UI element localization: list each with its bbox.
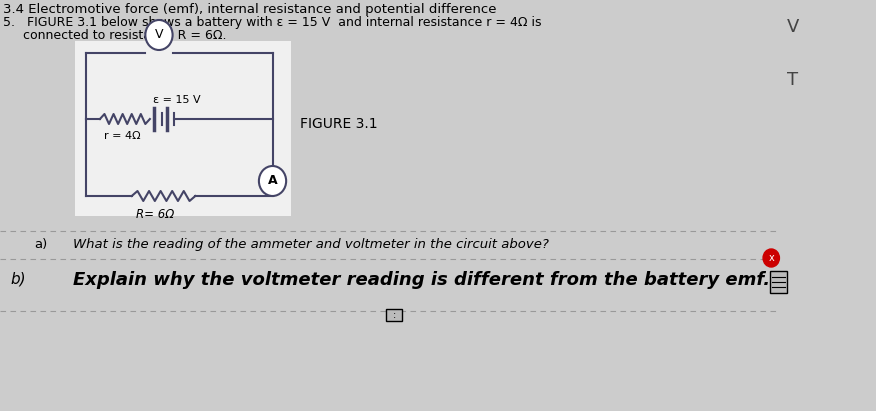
Text: ε = 15 V: ε = 15 V <box>152 95 201 105</box>
Text: V: V <box>787 18 799 36</box>
Bar <box>386 309 402 321</box>
Text: 5.   FIGURE 3.1 below shows a battery with ε = 15 V  and internal resistance r =: 5. FIGURE 3.1 below shows a battery with… <box>3 16 541 29</box>
Bar <box>770 271 787 293</box>
Text: V: V <box>155 28 163 42</box>
Circle shape <box>763 249 780 267</box>
Text: FIGURE 3.1: FIGURE 3.1 <box>300 118 378 132</box>
FancyBboxPatch shape <box>75 41 291 216</box>
Text: connected to resistance R = 6Ω.: connected to resistance R = 6Ω. <box>3 29 226 42</box>
Text: r = 4Ω: r = 4Ω <box>104 131 141 141</box>
Circle shape <box>145 20 173 50</box>
Text: b): b) <box>11 271 26 286</box>
Text: x: x <box>768 253 774 263</box>
Text: A: A <box>268 175 278 187</box>
Text: R= 6Ω: R= 6Ω <box>137 208 174 221</box>
Text: T: T <box>787 71 798 89</box>
Text: Explain why the voltmeter reading is different from the battery emf.: Explain why the voltmeter reading is dif… <box>73 271 770 289</box>
Text: 3.4 Electromotive force (emf), internal resistance and potential difference: 3.4 Electromotive force (emf), internal … <box>3 3 496 16</box>
Text: :: : <box>392 310 396 320</box>
Circle shape <box>259 166 286 196</box>
Text: a): a) <box>34 238 48 251</box>
Text: What is the reading of the ammeter and voltmeter in the circuit above?: What is the reading of the ammeter and v… <box>73 238 548 251</box>
